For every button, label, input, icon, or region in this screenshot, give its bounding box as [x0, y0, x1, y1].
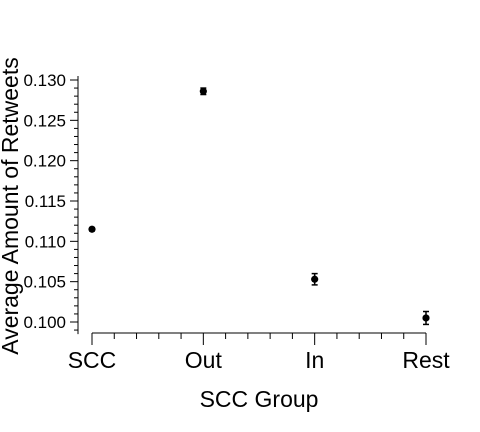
y-tick-label: 0.100	[23, 313, 66, 332]
y-tick-label: 0.110	[25, 232, 66, 251]
x-tick-label: SCC	[68, 347, 117, 373]
y-axis: 0.100 0.105 0.110 0.115 0.120 0.125 0.130	[23, 71, 79, 335]
data-points	[88, 87, 430, 326]
x-tick-label: Rest	[402, 347, 450, 373]
data-point	[199, 87, 207, 95]
data-point	[422, 314, 430, 322]
data-point	[311, 275, 319, 283]
x-axis-label: SCC Group	[200, 386, 319, 412]
x-tick-label: In	[305, 347, 324, 373]
x-tick-label: Out	[185, 347, 223, 373]
data-point	[88, 225, 96, 233]
x-axis: SCC Out In Rest	[68, 332, 450, 373]
y-tick-label: 0.120	[23, 152, 66, 171]
y-tick-label: 0.130	[23, 71, 66, 90]
y-tick-label: 0.115	[25, 192, 66, 211]
y-tick-label: 0.125	[23, 111, 66, 130]
y-tick-label: 0.105	[23, 273, 66, 292]
y-axis-label: Average Amount of Retweets	[0, 57, 23, 354]
